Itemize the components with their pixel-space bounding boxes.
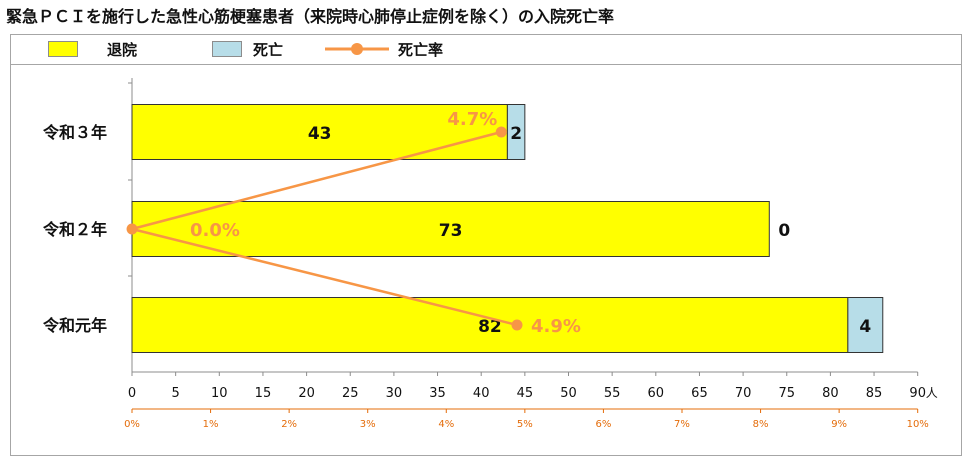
bar-death [847, 297, 884, 353]
chart-frame [10, 34, 962, 456]
legend-swatch-discharge [48, 41, 78, 57]
x-axis-tick-label: 80 [822, 386, 839, 401]
bar-death-label: 0 [778, 221, 790, 241]
x2-axis-tick-label: 8% [753, 419, 769, 430]
mortality-point [495, 126, 507, 138]
x-axis-tick-label: 15 [255, 386, 272, 401]
legend-swatch-death [212, 41, 242, 57]
x2-axis-tick-label: 9% [831, 419, 847, 430]
x2-axis-tick-label: 7% [674, 419, 690, 430]
category-label: 令和２年 [42, 220, 107, 239]
legend-label-death: 死亡 [253, 41, 284, 59]
x-axis-unit: 人 [926, 386, 938, 400]
mortality-point [511, 319, 523, 331]
category-label: 令和元年 [42, 316, 107, 335]
x-axis-tick-label: 10 [211, 386, 228, 401]
x-axis-tick-label: 75 [778, 386, 795, 401]
x-axis-tick-label: 60 [648, 386, 665, 401]
x2-axis-tick-label: 2% [281, 419, 297, 430]
x2-axis-tick-label: 6% [595, 419, 611, 430]
legend-label-discharge: 退院 [107, 41, 138, 59]
mortality-label: 0.0% [190, 220, 240, 241]
mortality-label: 4.7% [447, 109, 497, 130]
x-axis-tick-label: 25 [342, 386, 359, 401]
bar-death-label: 2 [510, 124, 522, 144]
x-axis-tick-label: 30 [386, 386, 403, 401]
bar-discharge-label: 82 [478, 317, 502, 337]
bar-death [506, 104, 526, 160]
legend-line-marker [325, 43, 389, 55]
category-label: 令和３年 [42, 123, 107, 142]
x-axis-tick-label: 85 [866, 386, 883, 401]
bar-discharge [131, 201, 770, 257]
x2-axis-tick-label: 5% [517, 419, 533, 430]
x2-axis-tick-label: 4% [438, 419, 454, 430]
x-axis-tick-label: 5 [172, 386, 180, 401]
x-axis-tick-label: 55 [604, 386, 621, 401]
mortality-point [126, 223, 138, 235]
x-axis-tick-label: 45 [517, 386, 534, 401]
x2-axis-tick-label: 3% [360, 419, 376, 430]
bar-discharge [131, 297, 849, 353]
bar-death-label: 4 [859, 317, 871, 337]
mortality-label: 4.9% [531, 316, 581, 337]
legend-label-mortality: 死亡率 [398, 41, 444, 59]
bar-discharge-label: 73 [439, 221, 463, 241]
x2-axis-tick-label: 10% [907, 419, 929, 430]
x-axis-tick-label: 70 [735, 386, 752, 401]
x-axis-tick-label: 35 [429, 386, 446, 401]
chart-title: 緊急ＰＣＩを施行した急性心筋梗塞患者（来院時心肺停止症例を除く）の入院死亡率 [6, 7, 615, 26]
x-axis-tick-label: 50 [560, 386, 577, 401]
x-axis-tick-label: 40 [473, 386, 490, 401]
x-axis-tick-label: 0 [128, 386, 136, 401]
bar-discharge [131, 104, 508, 160]
x2-axis-tick-label: 0% [124, 419, 140, 430]
legend: 退院 死亡 死亡率 [11, 35, 961, 65]
x-axis-tick-label: 65 [691, 386, 708, 401]
x-axis-tick-label: 20 [298, 386, 315, 401]
x2-axis-tick-label: 1% [203, 419, 219, 430]
bar-discharge-label: 43 [308, 124, 332, 144]
x-axis-tick-label: 90 [909, 386, 926, 401]
